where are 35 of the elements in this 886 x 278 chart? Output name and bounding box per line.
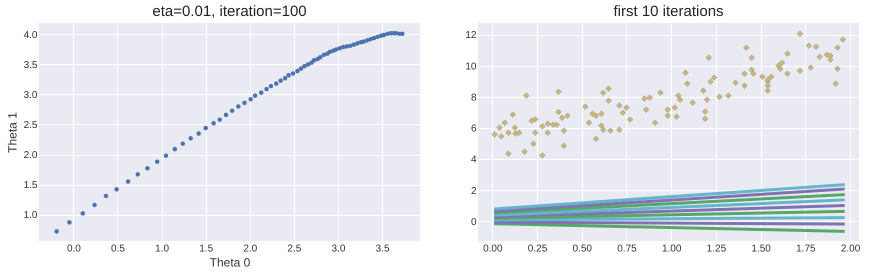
y-tick-label: 1.5 bbox=[24, 180, 38, 192]
x-tick-label: 1.00 bbox=[662, 244, 682, 254]
x-tick-label: 1.50 bbox=[751, 244, 772, 254]
chart-title: first 10 iterations bbox=[613, 3, 724, 20]
x-tick-label: 1.0 bbox=[155, 244, 170, 254]
x-tick-label: 3.5 bbox=[376, 244, 390, 254]
x-tick-label: 3.0 bbox=[332, 244, 346, 254]
y-tick-label: 3.5 bbox=[24, 60, 38, 71]
y-tick-label: 3.0 bbox=[24, 90, 38, 101]
y-tick-label: 1.0 bbox=[24, 210, 38, 222]
x-tick-label: 0.0 bbox=[66, 244, 82, 254]
x-tick-label: 0.75 bbox=[617, 244, 638, 254]
y-tick-label: 8 bbox=[470, 92, 477, 104]
x-tick-label: 0.00 bbox=[483, 244, 503, 254]
x-tick-label: 0.5 bbox=[111, 244, 126, 254]
y-tick-label: 0 bbox=[470, 216, 477, 228]
x-tick-label: 1.75 bbox=[796, 244, 816, 254]
y-tick-label: 2.0 bbox=[24, 150, 38, 162]
y-tick-label: 2.5 bbox=[24, 120, 38, 131]
x-tick-label: 1.25 bbox=[706, 244, 727, 254]
y-tick-label: 10 bbox=[465, 61, 477, 72]
y-tick-label: 6 bbox=[470, 124, 477, 135]
x-tick-label: 0.50 bbox=[572, 244, 592, 254]
x-tick-label: 2.5 bbox=[287, 244, 302, 254]
x-tick-label: 2.0 bbox=[243, 244, 258, 254]
x-tick-label: 0.25 bbox=[528, 244, 548, 254]
x-tick-label: 1.5 bbox=[199, 244, 214, 254]
y-tick-label: 12 bbox=[465, 30, 477, 42]
chart-title: eta=0.01, iteration=100 bbox=[152, 3, 307, 20]
x-tick-label: 2.00 bbox=[840, 244, 861, 254]
y-tick-label: 4 bbox=[470, 154, 477, 166]
y-tick-label: 2 bbox=[470, 186, 477, 197]
y-tick-label: 4.0 bbox=[24, 30, 38, 41]
y-axis-title: Theta 1 bbox=[6, 112, 20, 153]
x-axis-title: Theta 0 bbox=[210, 256, 251, 270]
